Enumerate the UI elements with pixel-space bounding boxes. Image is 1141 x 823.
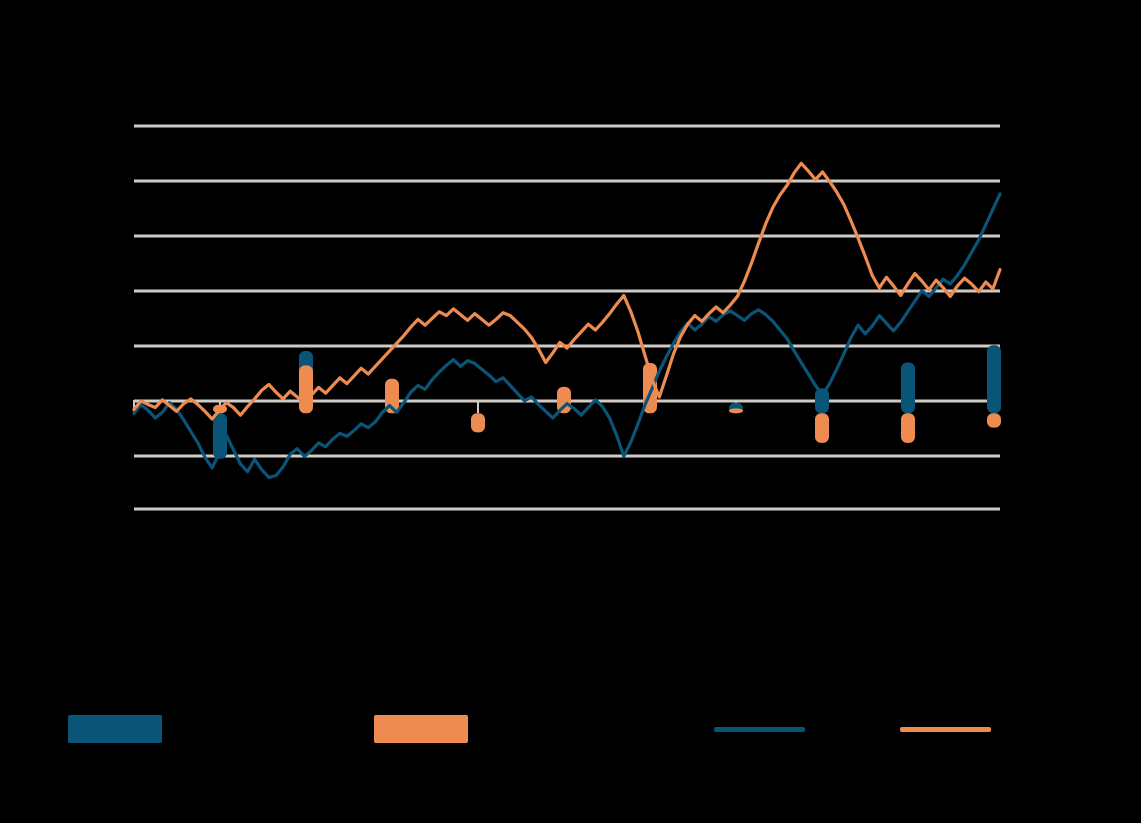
legend-swatch-box-icon (68, 715, 162, 743)
bar-orange-9 (901, 413, 915, 443)
y-axis-tick-label: 3 (121, 284, 128, 298)
legend-swatch-line-icon (714, 727, 805, 732)
bar-blue-4 (815, 388, 829, 414)
x-axis (134, 515, 1000, 575)
bar-orange-10 (987, 413, 1001, 428)
legend (0, 700, 1141, 760)
y-axis-right: 6 5 4 3 2 1 0 -1 (1006, 110, 1116, 520)
y-axis-left: 6 5 4 3 2 1 0 -1 (40, 110, 128, 520)
bar-orange-8 (815, 413, 829, 443)
line-series (132, 161, 1002, 479)
y-axis-tick-label-right: 2 (1006, 339, 1013, 353)
bar-blue-5 (901, 362, 915, 414)
y-axis-tick-label: 6 (121, 119, 128, 133)
y-axis-tick-label: 4 (121, 229, 128, 243)
y-axis-tick-label-right: 6 (1006, 119, 1013, 133)
y-axis-tick-label: 1 (121, 394, 128, 408)
orange-line (132, 161, 1002, 421)
y-axis-tick-label-right: 1 (1006, 394, 1013, 408)
title-block (24, 10, 1024, 14)
y-axis-tick-label-right: 3 (1006, 284, 1013, 298)
y-axis-tick-label: -1 (117, 502, 128, 516)
y-axis-tick-label: 2 (121, 339, 128, 353)
y-axis-tick-label-right: 0 (1006, 449, 1013, 463)
y-axis-tick-label-right: 5 (1006, 174, 1013, 188)
bar-orange-4 (471, 413, 485, 433)
blue-line (132, 192, 1002, 479)
y-axis-tick-label: 0 (121, 449, 128, 463)
bar-orange-5 (557, 386, 571, 414)
bar-series (213, 345, 1001, 459)
legend-swatch-line-icon (900, 727, 991, 732)
bar-blue-1 (213, 413, 227, 459)
y-axis-tick-label-right: 4 (1006, 229, 1013, 243)
plot-area (132, 124, 1002, 511)
y-axis-tick-label-right: -1 (1006, 502, 1017, 516)
y-axis-tick-label: 5 (121, 174, 128, 188)
bar-blue-6 (987, 345, 1001, 414)
legend-swatch-box-icon (374, 715, 468, 743)
bar-orange-7 (729, 408, 743, 414)
